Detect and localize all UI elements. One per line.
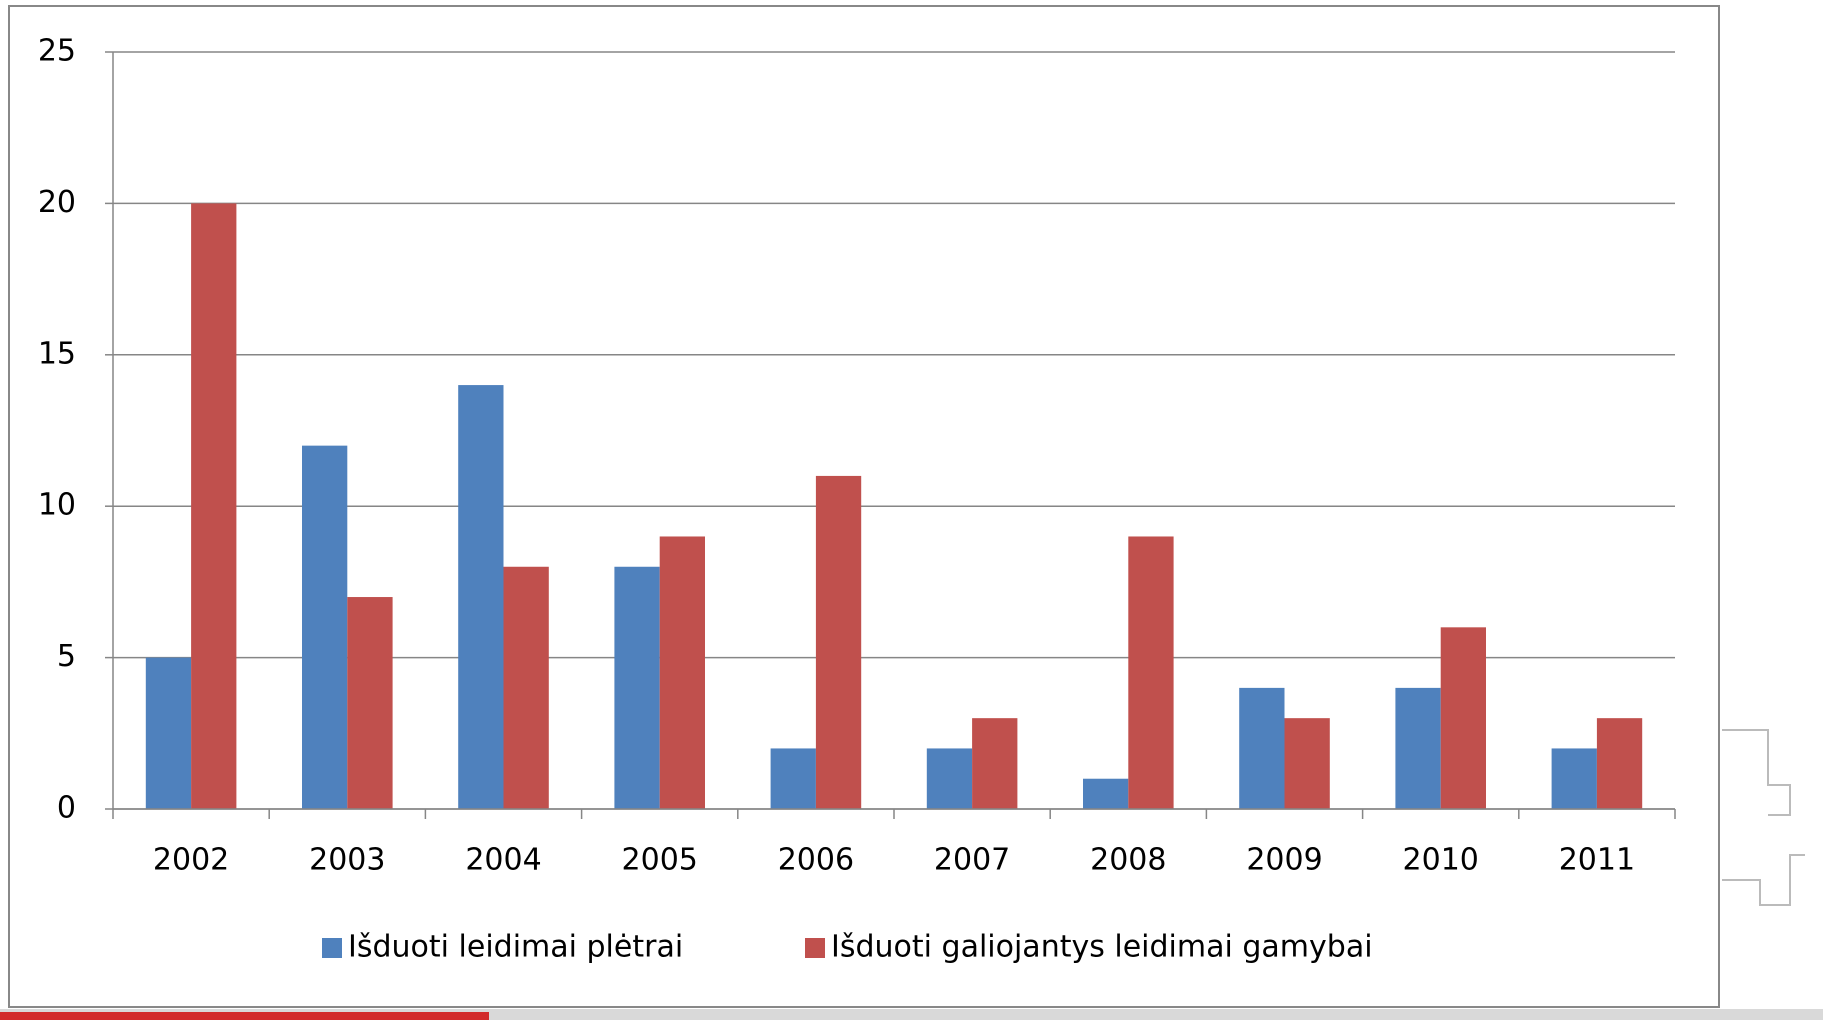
bar	[1284, 718, 1330, 809]
y-tick-label: 20	[38, 185, 76, 220]
x-tick-label: 2010	[1403, 843, 1479, 878]
y-tick-label: 15	[38, 336, 76, 371]
y-tick-label: 0	[57, 791, 76, 826]
bar	[659, 536, 705, 809]
y-tick-label: 25	[38, 34, 76, 69]
bar	[347, 597, 393, 809]
bottom-strip	[0, 1009, 1823, 1020]
x-tick-label: 2009	[1246, 843, 1322, 878]
bar	[614, 566, 660, 809]
bar	[815, 475, 862, 809]
x-tick-label: 2006	[778, 843, 854, 878]
bar	[972, 718, 1018, 809]
x-tick-label: 2007	[934, 843, 1010, 878]
legend-label: Išduoti leidimai plėtrai	[348, 930, 683, 965]
bar	[302, 445, 348, 809]
legend-swatch	[805, 938, 825, 958]
bar	[926, 748, 973, 809]
x-tick-label: 2008	[1090, 843, 1166, 878]
bar	[1239, 687, 1285, 809]
bar	[1128, 536, 1174, 809]
bar	[1083, 778, 1129, 809]
legend-swatch	[322, 938, 342, 958]
decoration	[1722, 729, 1805, 906]
x-tick-label: 2005	[622, 843, 698, 878]
x-tick-label: 2011	[1559, 843, 1635, 878]
y-tick-label: 5	[57, 639, 76, 674]
bar	[1395, 687, 1441, 809]
bar	[1440, 627, 1486, 809]
bar	[458, 385, 504, 809]
legend-label: Išduoti galiojantys leidimai gamybai	[831, 930, 1373, 965]
x-tick-label: 2003	[309, 843, 385, 878]
bar	[770, 748, 816, 809]
bar	[503, 566, 549, 809]
y-tick-label: 10	[38, 488, 76, 523]
bar	[191, 203, 237, 809]
bar	[1551, 748, 1597, 809]
bar	[145, 657, 192, 809]
bar	[1596, 718, 1643, 809]
x-tick-label: 2002	[153, 843, 229, 878]
bottom-accent	[0, 1012, 489, 1020]
x-tick-label: 2004	[465, 843, 541, 878]
